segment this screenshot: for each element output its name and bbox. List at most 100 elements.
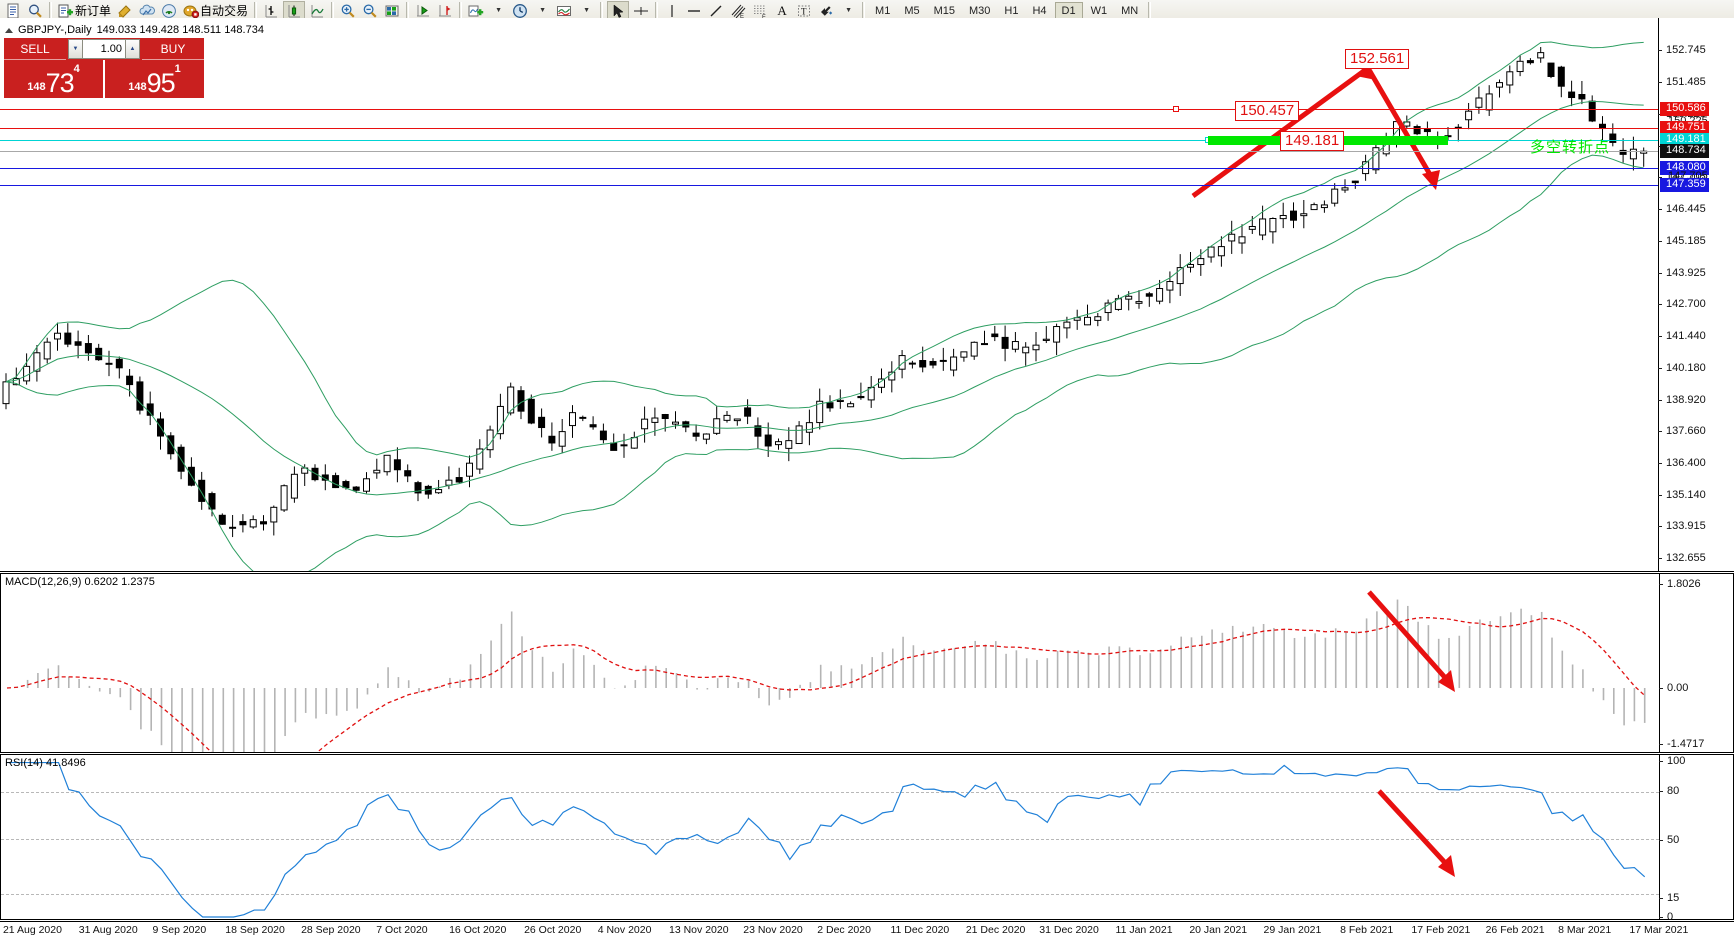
macd-canvas (6, 590, 1646, 752)
chart-price-label[interactable]: 149.181 (1280, 131, 1345, 151)
sell-price-main: 73 (45, 68, 75, 98)
horizontal-price-line[interactable] (0, 168, 1658, 169)
price-tick: 152.745 (1658, 44, 1706, 56)
timeframe-button-d1[interactable]: D1 (1054, 1, 1083, 20)
equidistant-channel-icon[interactable]: E (728, 1, 748, 21)
time-axis-label: 29 Jan 2021 (1263, 924, 1322, 936)
macd-label: MACD(12,26,9) 0.6202 1.2375 (5, 576, 155, 588)
toolbar-separator-3 (331, 2, 335, 19)
indicator-list-icon[interactable] (466, 1, 486, 21)
symbol-ohlc: 149.033 149.428 148.511 148.734 (96, 24, 264, 36)
new-chart-icon[interactable] (3, 1, 23, 21)
text-icon[interactable]: A (777, 2, 787, 18)
sell-label[interactable]: SELL (4, 38, 66, 60)
chart-price-label[interactable]: 150.457 (1235, 101, 1300, 121)
price-tick: 132.655 (1658, 552, 1706, 564)
price-tick: 143.925 (1658, 267, 1706, 279)
buy-price-main: 95 (146, 68, 176, 98)
time-axis-label: 8 Feb 2021 (1340, 924, 1394, 936)
line-anchor-handle[interactable] (1173, 106, 1179, 112)
zoom-out-icon[interactable] (360, 1, 380, 21)
rsi-tick: 15 (1659, 892, 1679, 904)
horizontal-price-line[interactable] (0, 128, 1658, 129)
timeframe-button-m1[interactable]: M1 (875, 4, 891, 17)
vertical-line-icon[interactable] (662, 1, 682, 21)
period-clock-icon[interactable] (510, 1, 530, 21)
horizontal-price-line[interactable] (0, 151, 1658, 152)
bar-chart-icon[interactable] (261, 1, 281, 21)
auto-scroll-icon[interactable] (413, 1, 433, 21)
line-chart-icon[interactable] (307, 1, 327, 21)
price-scale[interactable]: 152.745151.485150.225148.965147.705146.4… (1658, 18, 1734, 571)
timeframe-button-m5[interactable]: M5 (904, 4, 920, 17)
volume-input[interactable]: 1.00 (83, 39, 125, 59)
indicator-dropdown-icon[interactable]: ▼ (495, 7, 502, 14)
price-tag: 147.359 (1660, 178, 1709, 192)
cursor-icon[interactable] (607, 0, 630, 21)
zoom-in-icon[interactable] (338, 1, 358, 21)
volume-dropdown-icon[interactable]: ▼ (68, 39, 83, 59)
sell-button[interactable]: 148 73 4 (4, 60, 103, 98)
svg-text:E: E (740, 14, 744, 19)
templates-dropdown-icon[interactable]: ▼ (583, 7, 590, 14)
signals-icon[interactable] (159, 1, 179, 21)
text-label-icon[interactable]: T (794, 1, 814, 21)
metaeditor-icon[interactable] (115, 1, 135, 21)
templates-icon[interactable] (554, 1, 574, 21)
chart-shift-icon[interactable] (382, 1, 402, 21)
collapse-triangle-icon[interactable] (5, 27, 13, 33)
timeframe-button-m15[interactable]: M15 (933, 4, 955, 17)
search-icon[interactable] (25, 1, 45, 21)
sell-price-fraction: 4 (73, 63, 80, 75)
macd-pane[interactable]: MACD(12,26,9) 0.6202 1.2375 1.8026 0.00 -1… (0, 573, 1734, 753)
price-tick: 135.140 (1658, 489, 1706, 501)
horizontal-price-line[interactable] (0, 140, 1658, 141)
svg-text:F: F (762, 15, 766, 19)
time-axis-label: 9 Sep 2020 (152, 924, 207, 936)
indicators-icon[interactable] (137, 1, 157, 21)
period-dropdown-icon[interactable]: ▼ (539, 7, 546, 14)
new-order-button[interactable]: 新订单 (56, 1, 113, 21)
arrows-dropdown-icon[interactable]: ▼ (845, 7, 852, 14)
rsi-scale: 100 80 50 15 0 (1659, 755, 1734, 923)
chart-shift-end-icon[interactable] (435, 1, 455, 21)
toolbar-separator-8 (862, 2, 866, 19)
trendline-icon[interactable] (706, 1, 726, 21)
price-chart-canvas (2, 41, 1648, 571)
one-click-trading-header: SELL ▼ 1.00 ▲ BUY (4, 38, 204, 60)
fibonacci-icon[interactable]: F (750, 1, 770, 21)
horizontal-line-icon[interactable] (684, 1, 704, 21)
volume-increment-icon[interactable]: ▲ (125, 39, 140, 59)
macd-scale: 1.8026 0.00 -1.4717 (1659, 574, 1734, 752)
timeframe-button-w1[interactable]: W1 (1090, 4, 1108, 17)
horizontal-price-line[interactable] (0, 185, 1658, 186)
toolbar-separator-2 (254, 2, 258, 19)
autotrading-button[interactable]: 自动交易 (181, 1, 250, 21)
time-axis-label: 11 Dec 2020 (890, 924, 950, 936)
toolbar-separator-5 (459, 2, 463, 19)
time-axis-label: 26 Feb 2021 (1485, 924, 1545, 936)
price-chart-pane[interactable]: 多空转折点 152.561 150.457 149.181 152.745 151.4… (0, 18, 1734, 572)
timeframe-button-m30[interactable]: M30 (969, 4, 991, 17)
price-tick: 145.185 (1658, 235, 1706, 247)
price-tick: 137.660 (1658, 425, 1706, 437)
crosshair-icon[interactable] (631, 1, 651, 21)
buy-label[interactable]: BUY (142, 38, 204, 60)
timeframe-button-h4[interactable]: H4 (1032, 4, 1047, 17)
turning-point-annotation: 多空转折点 (1530, 138, 1611, 156)
rsi-scale-divider (1659, 755, 1660, 919)
horizontal-price-line[interactable] (0, 109, 1658, 110)
chart-price-label[interactable]: 152.561 (1345, 49, 1410, 69)
timeframe-button-h1[interactable]: H1 (1004, 4, 1019, 17)
price-tick: 142.700 (1658, 298, 1706, 310)
buy-button[interactable]: 148 95 1 (105, 60, 204, 98)
toolbar-separator-4 (406, 2, 410, 19)
timeframe-button-mn[interactable]: MN (1121, 4, 1139, 17)
toolbar-separator-7 (655, 2, 659, 19)
one-click-trading-panel[interactable]: SELL ▼ 1.00 ▲ BUY 148 73 4 148 95 1 (4, 38, 204, 98)
volume-stepper[interactable]: ▼ 1.00 ▲ (66, 38, 142, 60)
autotrading-label: 自动交易 (200, 4, 249, 18)
rsi-pane[interactable]: RSI(14) 41.8496 100 80 50 15 0 (0, 754, 1734, 923)
arrows-icon[interactable] (816, 1, 836, 21)
time-axis-label: 21 Dec 2020 (965, 924, 1026, 936)
